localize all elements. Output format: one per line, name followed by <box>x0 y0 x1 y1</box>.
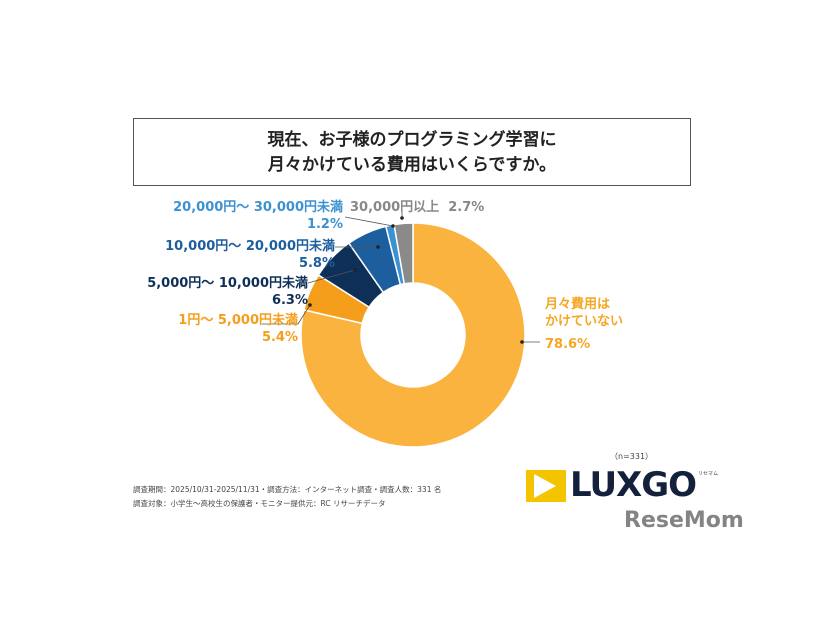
label-none: 月々費用は かけていない 78.6% <box>545 296 623 353</box>
donut-slice-5 <box>393 222 414 285</box>
label-1-5000: 1円～ 5,000円未満 5.4% <box>178 312 298 346</box>
logo-text: LUXGO <box>570 465 697 505</box>
label-cat: 30,000円以上 <box>350 200 440 215</box>
title-line-1: 現在、お子様のプログラミング学習に <box>267 130 557 150</box>
label-cat: 1円～ 5,000円未満 <box>178 313 298 328</box>
leader-dot-3 <box>376 245 380 249</box>
label-20000-30000: 20,000円～ 30,000円未満 1.2% <box>173 199 343 233</box>
label-value: 6.3% <box>271 293 308 308</box>
footnote-period: 調査期間：2025/10/31-2025/11/31・調査方法：インターネット調… <box>133 485 442 494</box>
label-none-line1: 月々費用は <box>545 297 611 312</box>
label-value: 2.7% <box>448 200 485 215</box>
donut-slice-0 <box>300 222 526 448</box>
luxgo-logo: LUXGO リセマム ReseMom <box>526 465 746 538</box>
chart-title: 現在、お子様のプログラミング学習に 月々かけている費用はいくらですか。 <box>133 118 691 186</box>
leader-dot-5 <box>400 216 404 220</box>
label-cat: 20,000円～ 30,000円未満 <box>173 200 343 215</box>
label-value: 5.8% <box>298 256 335 271</box>
leader-dot-1 <box>308 303 312 307</box>
logo-mark-icon <box>526 470 566 502</box>
footnote-target: 調査対象：小学生～高校生の保護者・モニター提供元：RC リサーチデータ <box>133 499 386 508</box>
label-none-line2: かけていない <box>545 314 624 329</box>
leader-line-4 <box>344 216 394 227</box>
leader-dot-0 <box>520 340 524 344</box>
label-value: 1.2% <box>306 217 343 232</box>
sample-size: （n=331） <box>610 452 654 461</box>
logo-sub: リセマム <box>698 471 719 477</box>
label-value: 5.4% <box>261 330 298 345</box>
label-10000-20000: 10,000円～ 20,000円未満 5.8% <box>165 238 335 272</box>
resemom-watermark: ReseMom <box>624 508 744 533</box>
leader-line-1 <box>262 304 311 325</box>
label-none-value: 78.6% <box>545 337 591 352</box>
label-cat: 10,000円～ 20,000円未満 <box>165 239 335 254</box>
label-5000-10000: 5,000円～ 10,000円未満 6.3% <box>147 275 308 309</box>
leader-dot-4 <box>391 224 395 228</box>
leader-line-2 <box>307 269 356 284</box>
leader-dot-2 <box>353 268 357 272</box>
label-30000-plus: 30,000円以上 2.7% <box>350 199 484 216</box>
title-line-2: 月々かけている費用はいくらですか。 <box>267 155 557 175</box>
label-cat: 5,000円～ 10,000円未満 <box>147 276 308 291</box>
